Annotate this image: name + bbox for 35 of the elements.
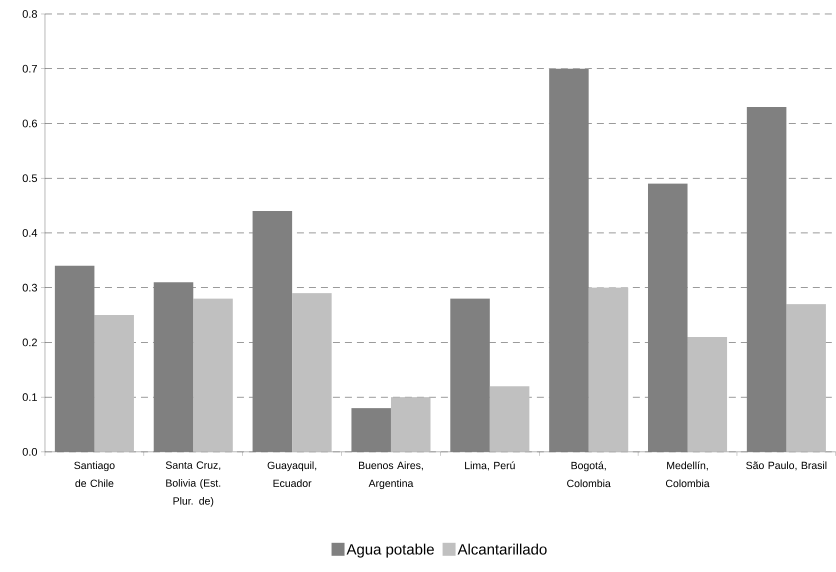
bar [746, 107, 786, 452]
x-tick-label: Buenos Aires, Argentina [358, 461, 423, 490]
legend-label: Alcantarillado [458, 544, 547, 555]
bar [588, 288, 628, 452]
x-tick-label: Santiago de Chile [74, 461, 115, 488]
x-tick-label: Medellín, Colombia [666, 461, 710, 488]
bar [648, 184, 688, 452]
y-tick-label: 0.6 [22, 120, 37, 128]
y-tick-label: 0.4 [22, 229, 38, 237]
text: 0.0 [22, 448, 38, 456]
bar [292, 293, 332, 452]
y-tick-label: 0.1 [22, 393, 37, 402]
bar [490, 386, 530, 452]
y-tick-label: 0.7 [22, 64, 37, 73]
y-tick-label: 0.2 [22, 338, 37, 346]
x-tick-label: Santa Cruz, Bolivia (Est. Plur. de) [166, 461, 220, 507]
x-tick-label: Lima, Perú [465, 461, 515, 471]
legend-label: Agua potable [346, 544, 434, 558]
bar [94, 315, 134, 452]
y-tick-label: 0.3 [22, 284, 37, 292]
x-tick-label: São Paulo, Brasil [746, 461, 826, 470]
x-tick-label: Bogotá, Colombia [567, 461, 611, 488]
bar [688, 337, 728, 452]
bar [351, 408, 391, 452]
bar [252, 211, 292, 452]
y-tick-label: 0.8 [22, 10, 37, 18]
x-tick-label: Guayaquil, Ecuador [268, 461, 316, 488]
bar [54, 266, 94, 452]
bar [193, 298, 233, 452]
bar [154, 282, 194, 452]
bar [390, 397, 431, 452]
y-tick-label: 0.5 [22, 174, 38, 182]
bar [549, 68, 589, 452]
bar [450, 298, 490, 452]
bar [786, 304, 826, 452]
